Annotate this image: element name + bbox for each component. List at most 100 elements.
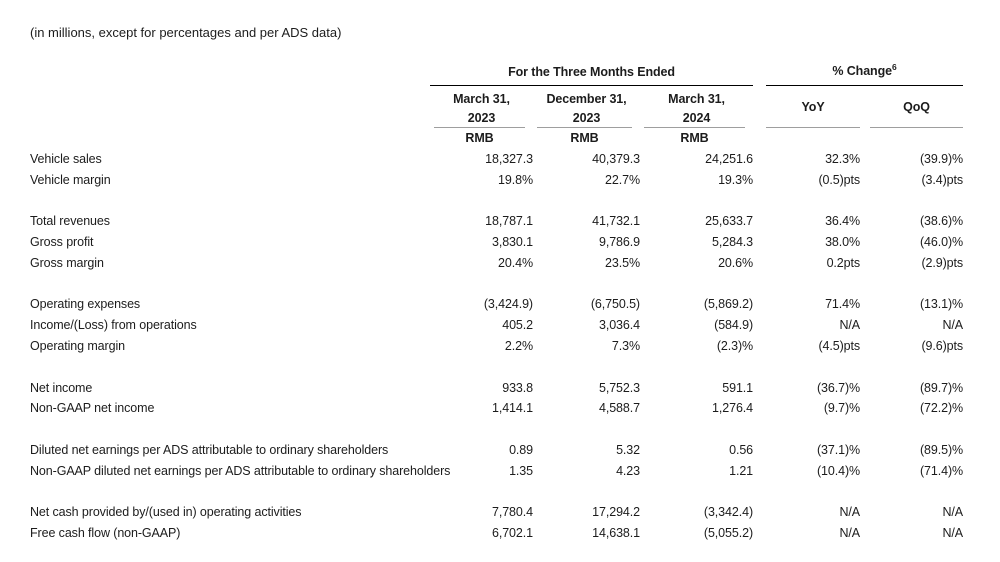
row-label: Gross margin xyxy=(30,255,104,270)
cell-qoq: (9.6)pts xyxy=(921,339,964,354)
period-year: 2023 xyxy=(467,110,496,125)
column-gap xyxy=(753,211,766,232)
column-gap xyxy=(860,523,870,544)
cell-march-31-2023: 405.2 xyxy=(502,318,533,333)
col-header-december-31-2023: December 31, 2023 xyxy=(533,85,640,128)
table-row: Net income 933.8 5,752.3 591.1 (36.7)% (… xyxy=(30,377,963,398)
spacer-row xyxy=(30,419,963,440)
cell-march-31-2024: 0.56 xyxy=(729,443,754,458)
row-label: Income/(Loss) from operations xyxy=(30,318,197,333)
col-header-yoy: YoY xyxy=(766,85,861,128)
cell-yoy: (10.4)% xyxy=(816,463,861,478)
cell-march-31-2024: (584.9) xyxy=(714,318,754,333)
cell-march-31-2024: 1,276.4 xyxy=(712,401,754,416)
column-gap xyxy=(860,232,870,253)
cell-qoq: (39.9)% xyxy=(919,151,964,166)
empty-cell xyxy=(30,85,430,128)
row-label: Non-GAAP diluted net earnings per ADS at… xyxy=(30,463,451,478)
column-gap xyxy=(860,502,870,523)
column-gap xyxy=(753,294,766,315)
cell-qoq: (71.4)% xyxy=(919,463,964,478)
cell-qoq: (2.9)pts xyxy=(921,255,964,270)
column-gap xyxy=(753,85,766,128)
period-year: 2023 xyxy=(572,110,601,125)
cell-march-31-2023: 933.8 xyxy=(502,380,533,395)
column-gap xyxy=(753,232,766,253)
table-row: Non-GAAP diluted net earnings per ADS at… xyxy=(30,460,963,481)
column-gap xyxy=(860,440,870,461)
row-label: Diluted net earnings per ADS attributabl… xyxy=(30,443,389,458)
cell-yoy: 32.3% xyxy=(825,151,861,166)
row-label: Net income xyxy=(30,380,93,395)
column-gap xyxy=(753,440,766,461)
row-label: Net cash provided by/(used in) operating… xyxy=(30,505,302,520)
cell-qoq: N/A xyxy=(942,505,964,520)
row-label: Gross profit xyxy=(30,235,94,250)
cell-qoq: (3.4)pts xyxy=(921,172,964,187)
spacer-row xyxy=(30,273,963,294)
row-label: Total revenues xyxy=(30,214,110,229)
cell-december-31-2023: 40,379.3 xyxy=(592,151,640,166)
cell-march-31-2024: 5,284.3 xyxy=(712,235,754,250)
cell-march-31-2024: 25,633.7 xyxy=(705,214,754,229)
unit-rmb: RMB xyxy=(465,131,494,145)
column-gap xyxy=(753,315,766,336)
group-header-three-months-ended: For the Three Months Ended xyxy=(430,60,754,86)
cell-qoq: N/A xyxy=(942,526,964,541)
unit-rmb: RMB xyxy=(570,131,599,145)
currency-unit-row: RMB RMB RMB xyxy=(30,128,963,149)
cell-yoy: (9.7)% xyxy=(823,401,861,416)
period-month: March 31, xyxy=(668,91,725,106)
cell-december-31-2023: 4,588.7 xyxy=(598,401,640,416)
table-row: Operating margin 2.2% 7.3% (2.3)% (4.5)p… xyxy=(30,336,963,357)
row-label: Operating margin xyxy=(30,339,125,354)
cell-qoq: (89.7)% xyxy=(919,380,964,395)
cell-qoq: (13.1)% xyxy=(919,297,964,312)
cell-march-31-2024: 19.3% xyxy=(718,172,754,187)
column-underline xyxy=(870,126,964,128)
cell-march-31-2024: 1.21 xyxy=(729,463,754,478)
row-label: Operating expenses xyxy=(30,297,141,312)
cell-december-31-2023: 14,638.1 xyxy=(592,526,640,541)
column-gap xyxy=(860,315,870,336)
cell-qoq: (46.0)% xyxy=(919,235,964,250)
table-row: Total revenues 18,787.1 41,732.1 25,633.… xyxy=(30,211,963,232)
column-gap xyxy=(753,377,766,398)
units-note: (in millions, except for percentages and… xyxy=(30,25,342,40)
empty-cell xyxy=(30,128,430,149)
cell-march-31-2023: 20.4% xyxy=(498,255,533,270)
column-gap xyxy=(753,169,766,190)
table-row: Diluted net earnings per ADS attributabl… xyxy=(30,440,963,461)
column-gap xyxy=(860,460,870,481)
table-row: Vehicle margin 19.8% 22.7% 19.3% (0.5)pt… xyxy=(30,169,963,190)
cell-december-31-2023: 5,752.3 xyxy=(598,380,640,395)
period-month: March 31, xyxy=(453,91,510,106)
table-row: Net cash provided by/(used in) operating… xyxy=(30,502,963,523)
cell-march-31-2024: (3,342.4) xyxy=(703,505,754,520)
row-label: Vehicle sales xyxy=(30,151,102,166)
financial-results-table: For the Three Months Ended % Change6 Mar… xyxy=(30,60,963,544)
spacer-row xyxy=(30,356,963,377)
table-row: Free cash flow (non-GAAP) 6,702.1 14,638… xyxy=(30,523,963,544)
cell-december-31-2023: 41,732.1 xyxy=(592,214,640,229)
cell-march-31-2023: (3,424.9) xyxy=(483,297,533,312)
table-row: Gross margin 20.4% 23.5% 20.6% 0.2pts (2… xyxy=(30,252,963,273)
group-header-row: For the Three Months Ended % Change6 xyxy=(30,60,964,86)
cell-march-31-2023: 1,414.1 xyxy=(491,401,533,416)
row-label: Non-GAAP net income xyxy=(30,401,155,416)
cell-march-31-2024: (2.3)% xyxy=(716,339,754,354)
column-gap xyxy=(860,294,870,315)
period-header-row: March 31, 2023 December 31, 2023 March 3… xyxy=(30,85,964,128)
column-gap xyxy=(860,377,870,398)
period-month: December 31, xyxy=(546,91,627,106)
table-row: Income/(Loss) from operations 405.2 3,03… xyxy=(30,315,963,336)
cell-march-31-2023: 18,787.1 xyxy=(485,214,533,229)
cell-march-31-2024: 24,251.6 xyxy=(705,151,754,166)
cell-december-31-2023: 5.32 xyxy=(616,443,640,458)
cell-march-31-2024: 20.6% xyxy=(718,255,754,270)
column-gap xyxy=(860,336,870,357)
cell-march-31-2023: 18,327.3 xyxy=(485,151,533,166)
spacer-cell xyxy=(30,419,963,440)
column-underline xyxy=(537,126,632,128)
